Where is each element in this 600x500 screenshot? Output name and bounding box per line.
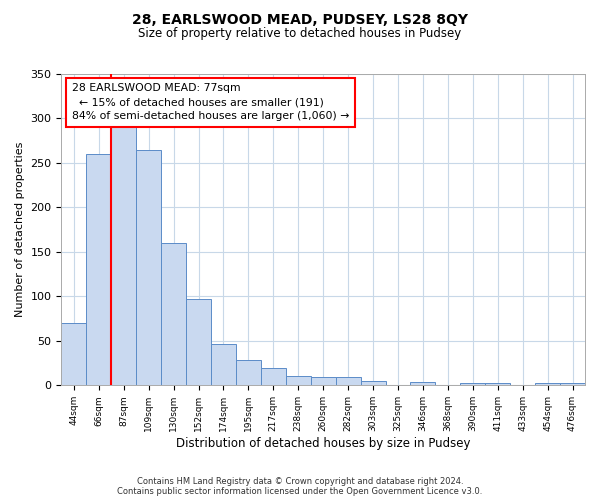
Bar — [161, 243, 186, 386]
Bar — [111, 126, 136, 386]
Bar — [460, 382, 485, 386]
Bar — [86, 154, 111, 386]
Bar — [535, 382, 560, 386]
Text: 28, EARLSWOOD MEAD, PUDSEY, LS28 8QY: 28, EARLSWOOD MEAD, PUDSEY, LS28 8QY — [132, 12, 468, 26]
Bar — [560, 382, 585, 386]
Bar — [211, 344, 236, 386]
Bar — [186, 299, 211, 386]
Bar — [286, 376, 311, 386]
Bar — [261, 368, 286, 386]
Bar — [361, 381, 386, 386]
Bar — [136, 150, 161, 386]
X-axis label: Distribution of detached houses by size in Pudsey: Distribution of detached houses by size … — [176, 437, 470, 450]
Bar — [485, 382, 510, 386]
Bar — [410, 382, 436, 386]
Text: Size of property relative to detached houses in Pudsey: Size of property relative to detached ho… — [139, 28, 461, 40]
Y-axis label: Number of detached properties: Number of detached properties — [15, 142, 25, 318]
Bar — [311, 378, 335, 386]
Text: Contains public sector information licensed under the Open Government Licence v3: Contains public sector information licen… — [118, 486, 482, 496]
Bar — [335, 378, 361, 386]
Text: 28 EARLSWOOD MEAD: 77sqm
  ← 15% of detached houses are smaller (191)
84% of sem: 28 EARLSWOOD MEAD: 77sqm ← 15% of detach… — [72, 84, 349, 122]
Bar — [61, 323, 86, 386]
Bar — [236, 360, 261, 386]
Text: Contains HM Land Registry data © Crown copyright and database right 2024.: Contains HM Land Registry data © Crown c… — [137, 476, 463, 486]
